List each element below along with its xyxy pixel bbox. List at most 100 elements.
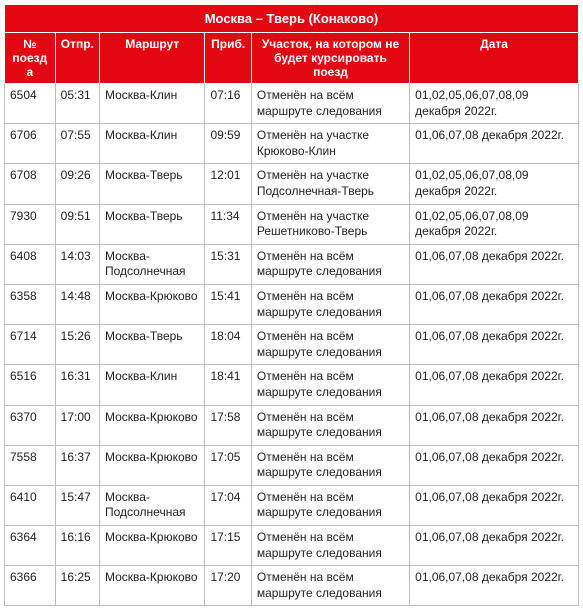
cell-date: 01,06,07,08 декабря 2022г. xyxy=(410,566,579,606)
cell-dep: 17:00 xyxy=(55,405,99,445)
cell-section: Отменён на всём маршруте следования xyxy=(251,244,409,284)
cell-train: 6410 xyxy=(5,485,56,525)
table-row: 641015:47Москва-Подсолнечная17:04Отменён… xyxy=(5,485,579,525)
cell-section: Отменён на всём маршруте следования xyxy=(251,526,409,566)
col-header-dep: Отпр. xyxy=(55,33,99,84)
cell-dep: 16:37 xyxy=(55,445,99,485)
cell-train: 6714 xyxy=(5,325,56,365)
cell-section: Отменён на всём маршруте следования xyxy=(251,284,409,324)
cell-arr: 17:15 xyxy=(205,526,251,566)
table-row: 635814:48Москва-Крюково15:41Отменён на в… xyxy=(5,284,579,324)
cell-train: 7930 xyxy=(5,204,56,244)
table-row: 670809:26Москва-Тверь12:01Отменён на уча… xyxy=(5,164,579,204)
table-row: 637017:00Москва-Крюково17:58Отменён на в… xyxy=(5,405,579,445)
cell-section: Отменён на всём маршруте следования xyxy=(251,485,409,525)
table-row: 793009:51Москва-Тверь11:34Отменён на уча… xyxy=(5,204,579,244)
table-row: 636416:16Москва-Крюково17:15Отменён на в… xyxy=(5,526,579,566)
col-header-route: Маршрут xyxy=(99,33,205,84)
cell-dep: 09:51 xyxy=(55,204,99,244)
col-header-date: Дата xyxy=(410,33,579,84)
cell-route: Москва-Тверь xyxy=(99,204,205,244)
cell-date: 01,06,07,08 декабря 2022г. xyxy=(410,284,579,324)
header-row: № поезда Отпр. Маршрут Приб. Участок, на… xyxy=(5,33,579,84)
cell-section: Отменён на всём маршруте следования xyxy=(251,325,409,365)
cell-date: 01,06,07,08 декабря 2022г. xyxy=(410,526,579,566)
table-title: Москва – Тверь (Конаково) xyxy=(5,5,579,33)
schedule-table: Москва – Тверь (Конаково) № поезда Отпр.… xyxy=(4,4,579,606)
table-row: 755816:37Москва-Крюково17:05Отменён на в… xyxy=(5,445,579,485)
cell-train: 6370 xyxy=(5,405,56,445)
cell-route: Москва-Клин xyxy=(99,365,205,405)
cell-section: Отменён на всём маршруте следования xyxy=(251,365,409,405)
cell-train: 6708 xyxy=(5,164,56,204)
cell-arr: 17:20 xyxy=(205,566,251,606)
cell-arr: 15:41 xyxy=(205,284,251,324)
cell-dep: 14:48 xyxy=(55,284,99,324)
cell-dep: 09:26 xyxy=(55,164,99,204)
cell-date: 01,02,05,06,07,08,09 декабря 2022г. xyxy=(410,164,579,204)
table-row: 651616:31Москва-Клин18:41Отменён на всём… xyxy=(5,365,579,405)
cell-route: Москва-Тверь xyxy=(99,325,205,365)
cell-date: 01,06,07,08 декабря 2022г. xyxy=(410,244,579,284)
cell-route: Москва-Крюково xyxy=(99,284,205,324)
cell-train: 6504 xyxy=(5,84,56,124)
cell-date: 01,06,07,08 декабря 2022г. xyxy=(410,405,579,445)
cell-date: 01,06,07,08 декабря 2022г. xyxy=(410,485,579,525)
cell-section: Отменён на всём маршруте следования xyxy=(251,566,409,606)
col-header-arr: Приб. xyxy=(205,33,251,84)
cell-route: Москва-Крюково xyxy=(99,445,205,485)
cell-arr: 15:31 xyxy=(205,244,251,284)
cell-dep: 07:55 xyxy=(55,124,99,164)
cell-train: 6366 xyxy=(5,566,56,606)
cell-train: 7558 xyxy=(5,445,56,485)
cell-arr: 17:58 xyxy=(205,405,251,445)
cell-dep: 15:47 xyxy=(55,485,99,525)
cell-date: 01,06,07,08 декабря 2022г. xyxy=(410,365,579,405)
cell-arr: 12:01 xyxy=(205,164,251,204)
cell-arr: 11:34 xyxy=(205,204,251,244)
cell-date: 01,02,05,06,07,08,09 декабря 2022г. xyxy=(410,84,579,124)
col-header-section: Участок, на котором не будет курсировать… xyxy=(251,33,409,84)
cell-dep: 16:25 xyxy=(55,566,99,606)
cell-train: 6364 xyxy=(5,526,56,566)
table-row: 670607:55Москва-Клин09:59Отменён на учас… xyxy=(5,124,579,164)
cell-route: Москва-Клин xyxy=(99,84,205,124)
cell-section: Отменён на всём маршруте следования xyxy=(251,405,409,445)
cell-section: Отменён на участке Решетниково-Тверь xyxy=(251,204,409,244)
cell-arr: 18:04 xyxy=(205,325,251,365)
cell-route: Москва-Тверь xyxy=(99,164,205,204)
cell-arr: 18:41 xyxy=(205,365,251,405)
cell-date: 01,06,07,08 декабря 2022г. xyxy=(410,325,579,365)
cell-date: 01,06,07,08 декабря 2022г. xyxy=(410,124,579,164)
cell-train: 6516 xyxy=(5,365,56,405)
col-header-train: № поезда xyxy=(5,33,56,84)
cell-arr: 17:04 xyxy=(205,485,251,525)
cell-route: Москва-Крюково xyxy=(99,405,205,445)
cell-dep: 15:26 xyxy=(55,325,99,365)
cell-arr: 17:05 xyxy=(205,445,251,485)
cell-train: 6358 xyxy=(5,284,56,324)
cell-dep: 05:31 xyxy=(55,84,99,124)
cell-section: Отменён на участке Крюково-Клин xyxy=(251,124,409,164)
table-row: 671415:26Москва-Тверь18:04Отменён на всё… xyxy=(5,325,579,365)
cell-section: Отменён на всём маршруте следования xyxy=(251,445,409,485)
table-row: 636616:25Москва-Крюково17:20Отменён на в… xyxy=(5,566,579,606)
cell-route: Москва-Подсолнечная xyxy=(99,485,205,525)
cell-route: Москва-Подсолнечная xyxy=(99,244,205,284)
cell-date: 01,02,05,06,07,08,09 декабря 2022г. xyxy=(410,204,579,244)
cell-arr: 09:59 xyxy=(205,124,251,164)
cell-train: 6706 xyxy=(5,124,56,164)
table-body: 650405:31Москва-Клин07:16Отменён на всём… xyxy=(5,84,579,606)
table-row: 650405:31Москва-Клин07:16Отменён на всём… xyxy=(5,84,579,124)
cell-train: 6408 xyxy=(5,244,56,284)
cell-dep: 14:03 xyxy=(55,244,99,284)
cell-section: Отменён на участке Подсолнечная-Тверь xyxy=(251,164,409,204)
cell-route: Москва-Крюково xyxy=(99,526,205,566)
table-row: 640814:03Москва-Подсолнечная15:31Отменён… xyxy=(5,244,579,284)
cell-route: Москва-Клин xyxy=(99,124,205,164)
cell-section: Отменён на всём маршруте следования xyxy=(251,84,409,124)
cell-dep: 16:16 xyxy=(55,526,99,566)
cell-dep: 16:31 xyxy=(55,365,99,405)
cell-arr: 07:16 xyxy=(205,84,251,124)
cell-date: 01,06,07,08 декабря 2022г. xyxy=(410,445,579,485)
